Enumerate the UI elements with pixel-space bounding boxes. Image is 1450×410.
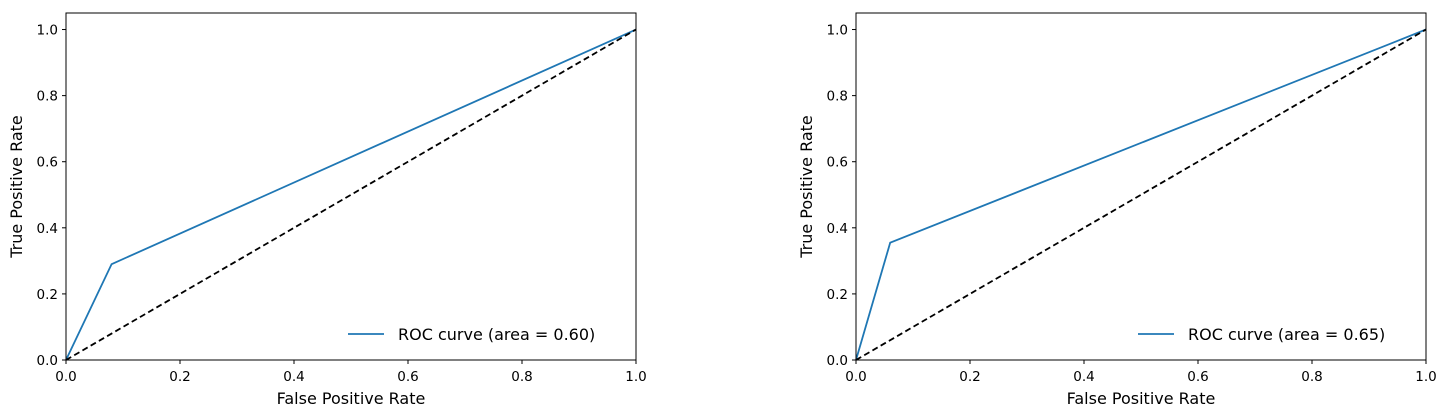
x-axis-label: False Positive Rate: [1067, 389, 1216, 408]
y-tick-label: 1.0: [827, 23, 848, 39]
axes-frame: [65, 12, 637, 361]
y-tick-label: 0.0: [827, 353, 848, 369]
x-tick-label: 0.8: [511, 369, 532, 385]
y-tick-label: 0.4: [37, 221, 58, 237]
x-tick-label: 1.0: [1415, 369, 1436, 385]
y-tick-label: 0.2: [37, 287, 58, 303]
legend: ROC curve (area = 0.60): [348, 325, 595, 344]
axes-frame: [855, 12, 1427, 361]
y-tick-label: 0.8: [37, 89, 58, 105]
legend-entry-label: ROC curve (area = 0.60): [398, 325, 595, 344]
y-tick-label: 1.0: [37, 23, 58, 39]
y-tick-label: 0.0: [37, 353, 58, 369]
legend-entry-label: ROC curve (area = 0.65): [1188, 325, 1385, 344]
roc-curve-line: [855, 28, 1427, 361]
y-axis-label: True Positive Rate: [7, 115, 26, 259]
y-axis-label: True Positive Rate: [797, 115, 816, 259]
x-tick-label: 0.2: [169, 369, 190, 385]
y-tick-label: 0.4: [827, 221, 848, 237]
x-tick-label: 0.4: [283, 369, 304, 385]
chance-diagonal-line: [65, 28, 637, 361]
y-tick-label: 0.6: [827, 155, 848, 171]
x-tick-label: 0.4: [1073, 369, 1094, 385]
legend: ROC curve (area = 0.65): [1138, 325, 1385, 344]
x-tick-label: 0.6: [397, 369, 418, 385]
roc-chart-right: 0.0 0.2 0.4 0.6 0.8 1.0 0.0 0.2 0.4 0.6 0.8 1.0 Fals…: [797, 12, 1437, 408]
y-tick-label: 0.2: [827, 287, 848, 303]
x-axis-label: False Positive Rate: [277, 389, 426, 408]
x-tick-label: 0.0: [55, 369, 76, 385]
x-tick-label: 0.0: [845, 369, 866, 385]
x-tick-label: 0.2: [959, 369, 980, 385]
y-tick-label: 0.6: [37, 155, 58, 171]
x-tick-label: 1.0: [625, 369, 646, 385]
x-tick-label: 0.8: [1301, 369, 1322, 385]
chance-diagonal-line: [855, 28, 1427, 361]
roc-curve-line: [65, 28, 637, 361]
y-tick-label: 0.8: [827, 89, 848, 105]
x-tick-label: 0.6: [1187, 369, 1208, 385]
roc-chart-left: 0.0 0.2 0.4 0.6 0.8 1.0 0.0 0.2 0.4 0.6 0.8 1.0 Fals…: [7, 12, 647, 408]
